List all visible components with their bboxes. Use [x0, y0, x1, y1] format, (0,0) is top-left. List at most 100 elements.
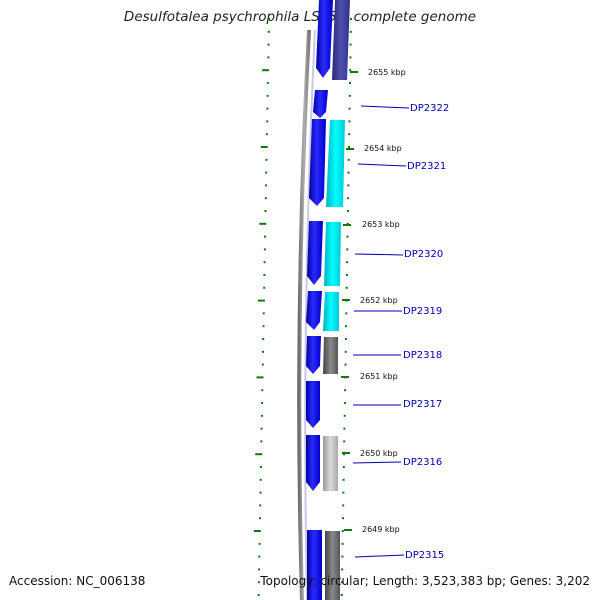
gene-label[interactable]: DP2319 — [403, 306, 442, 317]
gene-label[interactable]: DP2322 — [410, 103, 449, 114]
skew-dot — [263, 274, 266, 276]
gene-label[interactable]: DP2320 — [404, 249, 443, 260]
gene-label-line — [357, 163, 407, 167]
skew-dot — [267, 30, 270, 33]
skew-dot — [259, 222, 267, 225]
skew-dot — [262, 338, 265, 340]
skew-dot — [266, 107, 269, 110]
skew-dot — [262, 325, 265, 328]
skew-dot — [259, 478, 262, 481]
gene-block — [325, 531, 340, 600]
skew-dot — [255, 453, 263, 456]
gene-block — [324, 222, 341, 286]
tick-dot — [349, 82, 351, 84]
skew-dot — [260, 427, 263, 430]
gene-arrow — [309, 119, 326, 206]
gene-block — [326, 120, 345, 207]
gene-label-line — [360, 105, 410, 109]
skew-dot — [264, 210, 267, 212]
gene-block — [323, 436, 338, 491]
genome-backbone — [297, 30, 311, 600]
skew-dot — [266, 94, 269, 97]
skew-dot — [265, 184, 267, 187]
skew-dot — [263, 261, 266, 264]
skew-dot — [259, 491, 262, 494]
tick-label: 2649 kbp — [362, 525, 400, 534]
tick-dot — [344, 363, 347, 366]
tick-dot — [348, 120, 351, 123]
skew-dot — [261, 402, 264, 404]
skew-dot — [257, 581, 260, 584]
skew-dot — [260, 414, 263, 417]
gene-label[interactable]: DP2318 — [403, 350, 442, 361]
tick-label: 2653 kbp — [362, 220, 400, 229]
tick-dot — [346, 248, 349, 251]
gene-block — [323, 292, 339, 331]
tick-dot — [341, 555, 344, 558]
tick-dot — [343, 453, 345, 456]
skew-dot — [260, 440, 263, 443]
tick-label: 2655 kbp — [368, 68, 406, 77]
gene-arrow — [307, 221, 323, 285]
gene-label-line — [354, 554, 405, 558]
tick-dot — [344, 338, 347, 340]
skew-dot — [258, 568, 261, 571]
tick-dot — [347, 171, 350, 174]
skew-dot-column — [253, 18, 270, 596]
skew-dot — [263, 286, 266, 289]
tick-dot — [346, 222, 349, 225]
tick-dot — [346, 261, 349, 264]
skew-dot — [265, 158, 268, 161]
gene-block — [332, 0, 350, 80]
tick-dot — [347, 197, 350, 200]
gene-label-line — [352, 461, 402, 464]
skew-dot — [258, 542, 261, 545]
skew-dot — [259, 517, 261, 520]
tick-dot-column — [340, 18, 352, 596]
skew-dot — [261, 389, 264, 392]
skew-dot — [262, 312, 265, 315]
tick-label: 2650 kbp — [360, 449, 398, 458]
skew-dot — [267, 43, 270, 46]
tick-dot — [348, 133, 351, 136]
reverse-gene-track — [323, 0, 350, 600]
tick-dot — [348, 94, 351, 97]
tick-dot — [349, 43, 352, 46]
skew-dot — [268, 18, 270, 20]
tick-dot — [342, 466, 345, 468]
skew-dot — [263, 248, 266, 251]
gene-label[interactable]: DP2321 — [407, 161, 446, 172]
skew-dot — [264, 235, 267, 238]
tick-dot — [342, 504, 345, 507]
tick-dot — [340, 594, 343, 596]
gene-arrow — [316, 0, 333, 78]
tick-label: 2652 kbp — [360, 296, 398, 305]
tick-dot — [341, 530, 344, 532]
gene-arrow — [306, 435, 320, 491]
tick-label: 2654 kbp — [364, 144, 402, 153]
tick-dot — [343, 440, 346, 443]
tick-dot — [346, 210, 349, 212]
map-title: Desulfotalea psychrophila LSv54, complet… — [123, 9, 477, 25]
gene-label-line — [354, 253, 404, 256]
tick-dot — [343, 414, 346, 417]
skew-dot — [266, 82, 269, 84]
gene-label[interactable]: DP2316 — [403, 457, 442, 468]
skew-dot — [256, 376, 264, 379]
gene-arrow — [306, 336, 321, 374]
forward-gene-track — [306, 0, 333, 600]
gene-arrow — [306, 291, 322, 330]
tick-dot — [342, 517, 344, 520]
skew-dot — [253, 530, 261, 532]
gene-label[interactable]: DP2315 — [405, 550, 444, 561]
tick-dot — [348, 146, 350, 148]
tick-dot — [350, 18, 352, 20]
tick-dot — [349, 56, 352, 59]
skew-dot — [260, 146, 268, 148]
gene-arrow — [307, 530, 322, 600]
skew-dot — [261, 363, 264, 366]
tick-dot — [349, 30, 352, 33]
skew-dot — [262, 69, 270, 72]
gene-label[interactable]: DP2317 — [403, 399, 442, 410]
